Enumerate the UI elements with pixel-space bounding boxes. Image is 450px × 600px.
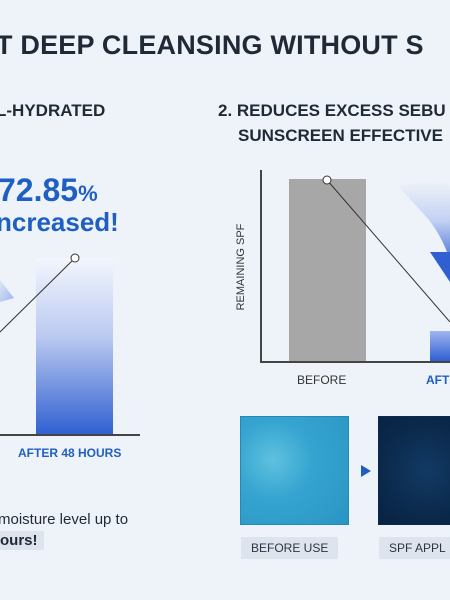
arrow-right-icon bbox=[361, 465, 371, 477]
page-title: T DEEP CLEANSING WITHOUT S bbox=[0, 30, 424, 60]
after-48-hours-bar bbox=[36, 258, 113, 435]
percent-increase: 72.85% bbox=[0, 172, 98, 209]
increased-text: ncreased! bbox=[0, 207, 119, 237]
spf-chart-y-axis bbox=[260, 170, 262, 362]
after-bar bbox=[430, 331, 450, 361]
after-label: AFT bbox=[426, 373, 450, 387]
right-section-heading-line2: SUNSCREEN EFFECTIVE bbox=[238, 126, 443, 145]
right-sweep-arrow-icon bbox=[398, 181, 450, 260]
spf-chart-x-axis bbox=[260, 361, 450, 363]
right-trend-line bbox=[326, 179, 450, 323]
right-trend-point bbox=[322, 175, 332, 185]
moisture-text-line1: moisture level up to bbox=[0, 511, 129, 528]
before-label: BEFORE bbox=[297, 373, 347, 387]
left-chart-x-axis bbox=[0, 434, 140, 436]
moisture-text-line2: ours! bbox=[0, 531, 44, 550]
percent-value: 72.85 bbox=[0, 172, 79, 208]
before-bar bbox=[289, 179, 366, 361]
after-48-hours-label: AFTER 48 HOURS bbox=[18, 446, 122, 460]
left-section-heading: L-HYDRATED bbox=[0, 101, 106, 120]
percent-sign: % bbox=[78, 181, 98, 206]
spf-applied-label: SPF APPL bbox=[379, 537, 450, 559]
left-sweep-arrow-icon bbox=[0, 280, 14, 302]
right-section-heading-line1: 2. REDUCES EXCESS SEBU bbox=[218, 101, 446, 120]
before-use-swatch-image bbox=[240, 416, 349, 525]
left-trend-line bbox=[0, 257, 76, 333]
left-trend-point bbox=[70, 253, 80, 263]
spf-applied-swatch-image bbox=[378, 416, 450, 525]
before-use-label: BEFORE USE bbox=[241, 537, 339, 559]
